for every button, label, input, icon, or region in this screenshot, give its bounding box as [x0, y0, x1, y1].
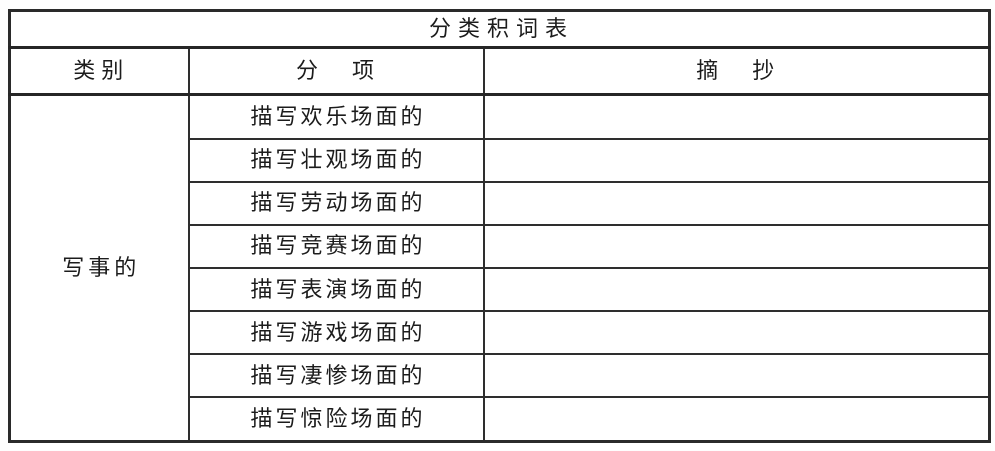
table-row: 描写表演场面的	[10, 266, 991, 313]
table-row: 描写竞赛场面的	[10, 223, 991, 269]
item-cell: 描写壮观场面的	[187, 137, 485, 183]
column-header-category: 类别	[8, 46, 190, 96]
table-row: 描写游戏场面的	[10, 310, 991, 356]
excerpt-cell	[482, 266, 991, 313]
table-row: 写事的 描写欢乐场面的	[8, 93, 991, 443]
excerpt-cell	[482, 353, 991, 399]
table-row: 描写劳动场面的	[10, 180, 991, 226]
excerpt-cell	[482, 396, 991, 443]
item-cell: 描写欢乐场面的	[187, 93, 485, 140]
title-row: 分类积词表	[8, 9, 991, 49]
category-group-cell: 写事的	[8, 93, 190, 443]
item-cell: 描写凄惨场面的	[187, 353, 485, 399]
classification-word-table: 分类积词表 类别 分 项 摘 抄 写事的 描写欢乐场面的 描写壮观场面的 描写劳…	[8, 9, 991, 443]
excerpt-cell	[482, 223, 991, 269]
table-row: 描写凄惨场面的	[10, 353, 991, 399]
excerpt-cell	[482, 137, 991, 183]
excerpt-cell	[482, 310, 991, 356]
table-row: 描写壮观场面的	[10, 137, 991, 183]
column-header-subitem: 分 项	[187, 46, 485, 96]
item-cell: 描写游戏场面的	[187, 310, 485, 356]
table-title: 分类积词表	[8, 9, 991, 49]
column-header-excerpt: 摘 抄	[482, 46, 991, 96]
item-cell: 描写惊险场面的	[187, 396, 485, 443]
excerpt-cell	[482, 93, 991, 140]
excerpt-cell	[482, 180, 991, 226]
header-row: 类别 分 项 摘 抄	[8, 46, 991, 96]
table-row: 描写惊险场面的	[10, 396, 991, 443]
item-cell: 描写表演场面的	[187, 266, 485, 313]
item-cell: 描写劳动场面的	[187, 180, 485, 226]
item-cell: 描写竞赛场面的	[187, 223, 485, 269]
